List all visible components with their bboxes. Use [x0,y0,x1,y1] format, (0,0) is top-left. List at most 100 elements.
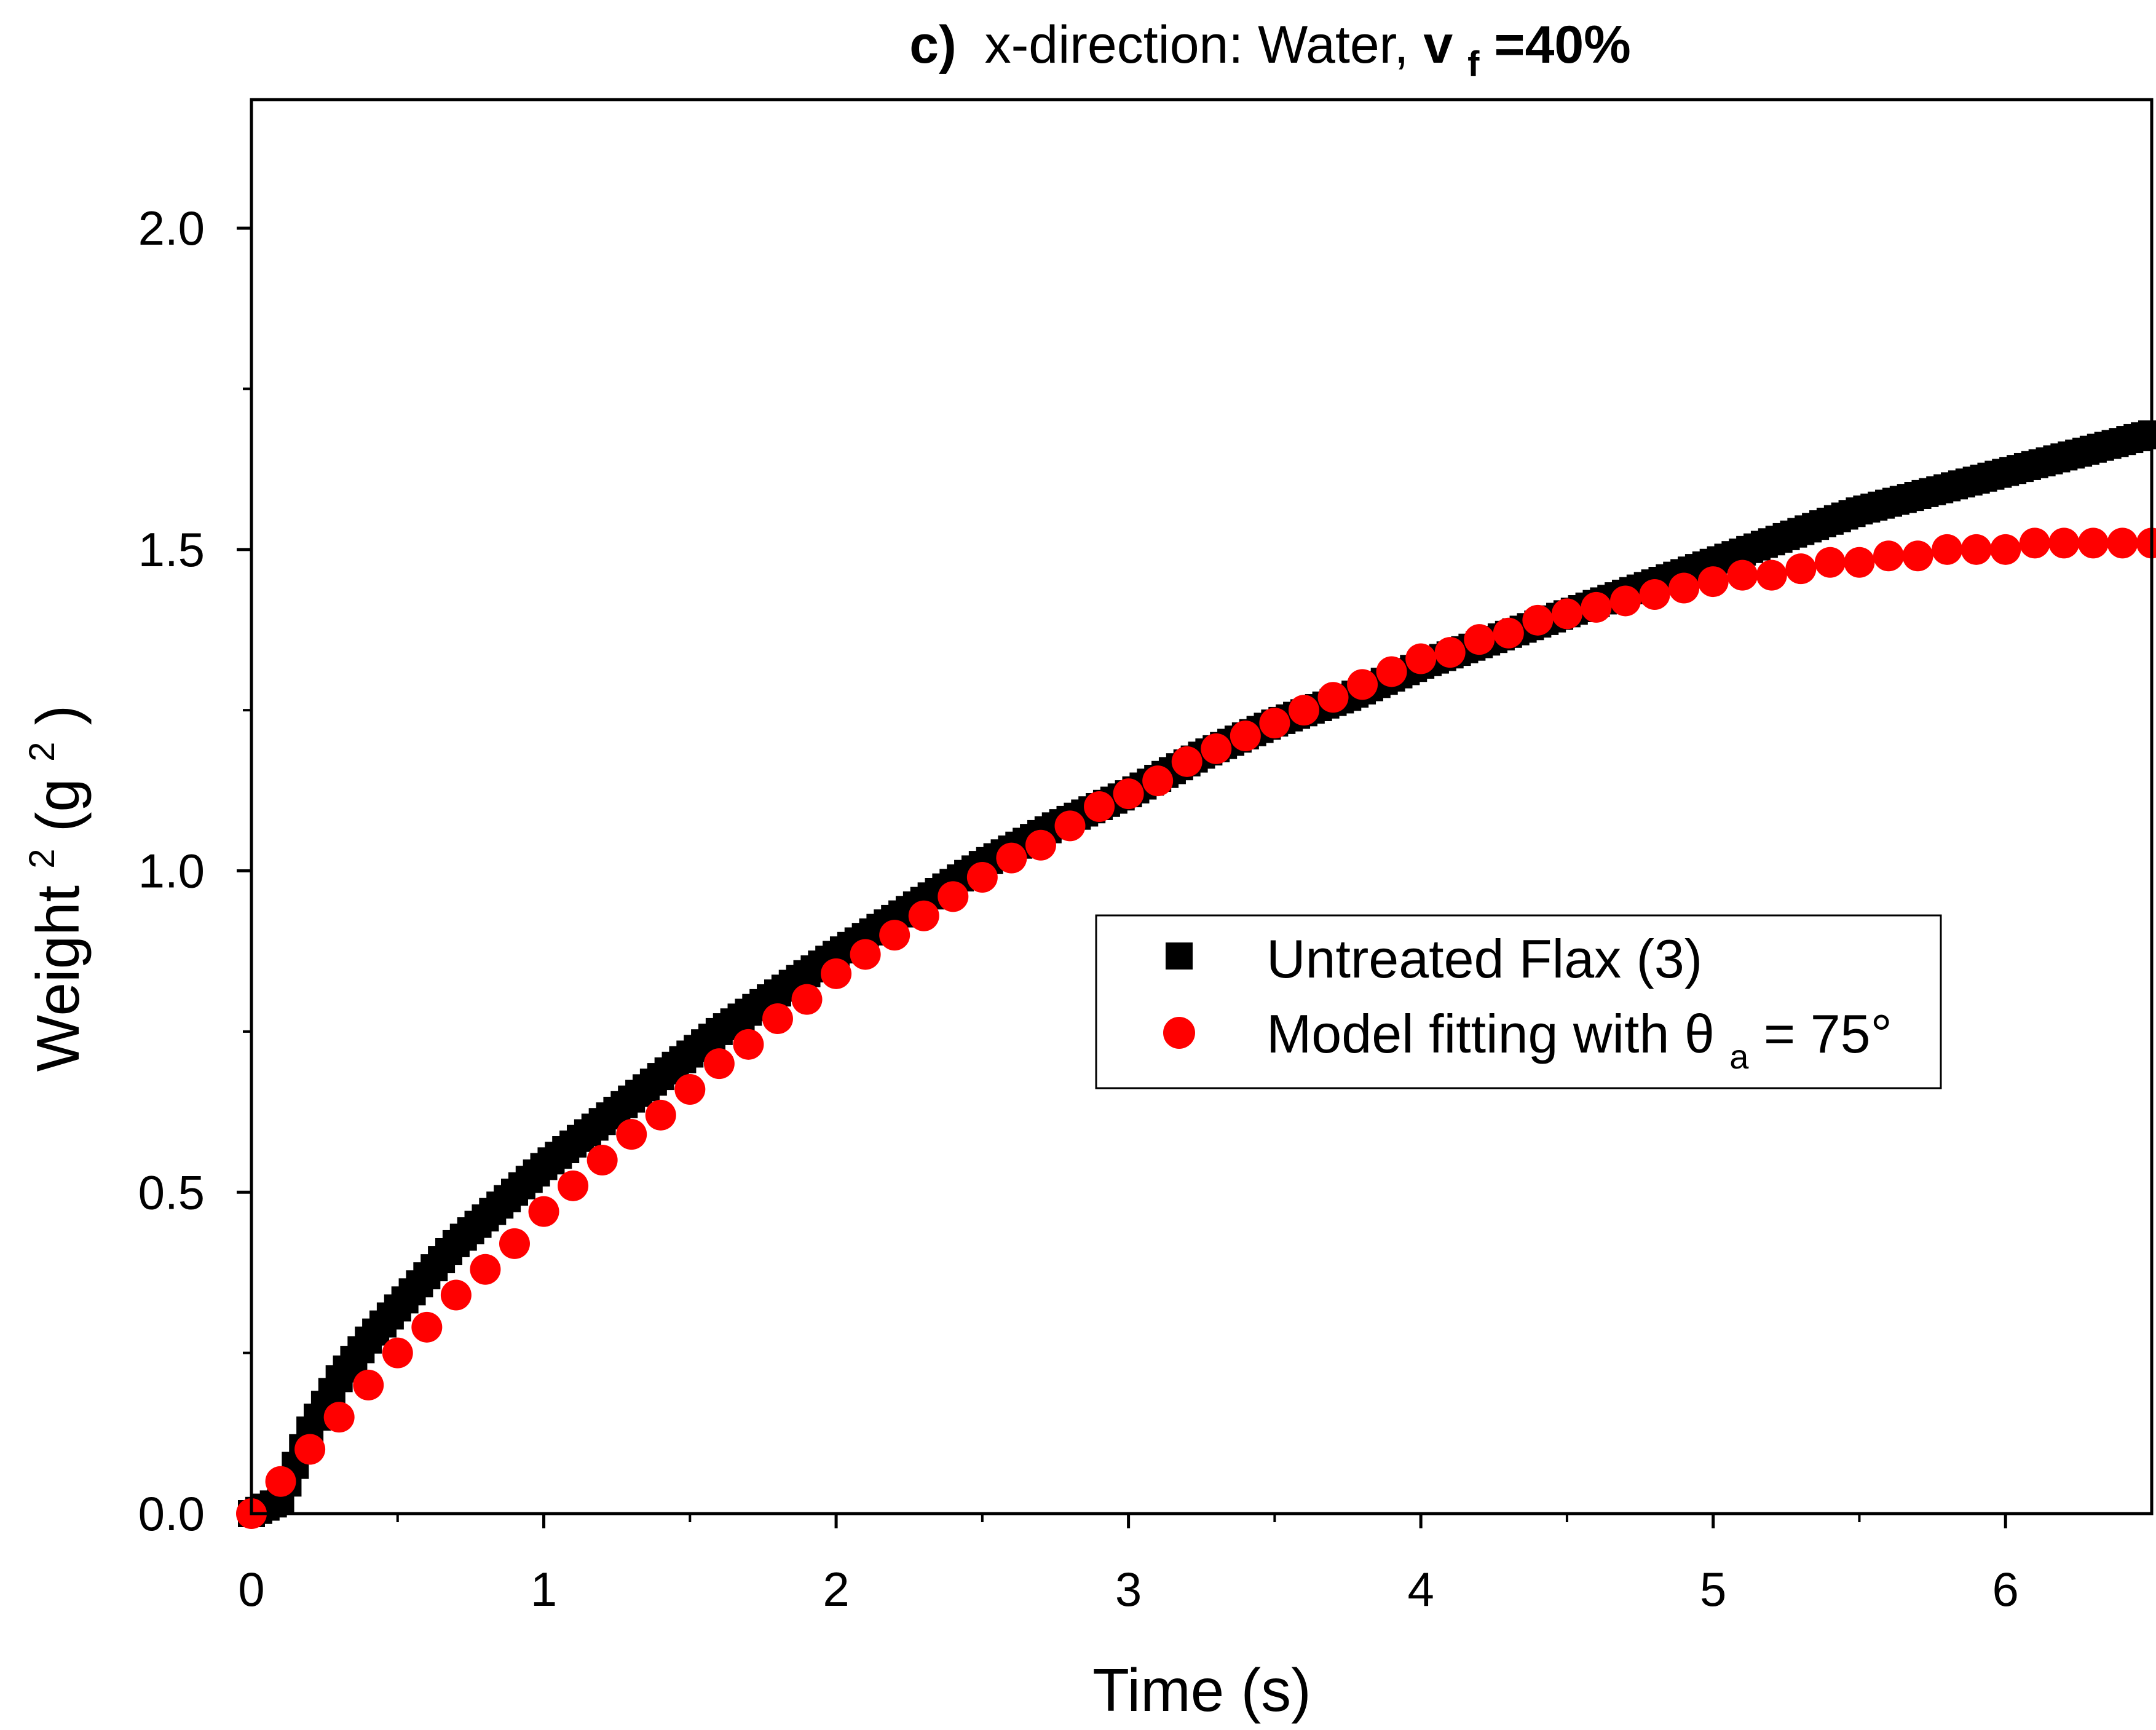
legend-label-model-tail: = 75° [1764,1003,1892,1064]
data-point-model-fitting [1347,669,1378,700]
y-axis-label-sup: 2 [22,849,62,869]
data-point-model-fitting [1902,540,1933,572]
x-tick-label: 1 [531,1562,557,1616]
chart-title: c) x-direction: Water, v f =40% [909,15,1630,88]
data-point-model-fitting [1201,733,1232,764]
x-tick-label: 5 [1700,1562,1726,1616]
data-point-model-fitting [1522,604,1554,636]
data-point-model-fitting [850,939,881,970]
data-point-model-fitting [1171,746,1202,777]
data-point-model-fitting [411,1311,443,1343]
y-tick-label: 0.0 [138,1487,205,1541]
chart-title-prefix: c) [909,15,956,74]
y-tick-label: 1.0 [138,844,205,898]
data-point-model-fitting [1990,534,2021,565]
data-point-model-fitting [762,1003,793,1034]
y-axis-label-unit-close: ) [24,705,92,725]
legend-label-model-theta: θ [1684,1003,1715,1064]
data-point-model-fitting [382,1337,413,1369]
data-point-model-fitting [908,900,939,931]
data-point-model-fitting [1405,643,1437,674]
data-point-model-fitting [1873,540,1905,572]
y-axis-label-main: Weight [24,885,92,1072]
data-point-model-fitting [791,984,823,1015]
x-tick-label: 2 [823,1562,849,1616]
x-axis-label: Time (s) [1092,1656,1311,1724]
y-axis-label-unit-sup: 2 [22,742,62,762]
data-point-model-fitting [1932,534,1963,565]
data-point-model-fitting [528,1196,559,1227]
data-point-model-fitting [1317,682,1349,713]
data-point-model-fitting [938,881,969,912]
data-point-model-fitting [1639,579,1670,610]
legend: Untreated Flax (3) Model fitting with θ … [1095,914,1942,1089]
data-point-model-fitting [1844,547,1875,578]
data-point-model-fitting [1376,656,1407,687]
y-tick-label: 0.5 [138,1165,205,1219]
data-point-model-fitting [1493,617,1524,649]
data-point-model-fitting [645,1099,676,1131]
x-tick-label: 3 [1115,1562,1142,1616]
y-tick-label: 1.5 [138,523,205,577]
data-point-model-fitting [703,1048,735,1080]
data-point-model-fitting [1084,791,1115,822]
data-point-model-fitting [1785,553,1817,585]
data-point-model-fitting [616,1119,647,1150]
chart-title-sub: f [1467,44,1480,84]
data-point-model-fitting [294,1434,326,1465]
data-point-model-fitting [1610,585,1641,617]
series-model-fitting [236,527,2156,1529]
data-point-model-fitting [1581,591,1612,623]
plot-frame [250,98,2154,1515]
legend-label-model-fitting: Model fitting with θ a = 75° [1266,1003,1892,1080]
data-point-model-fitting [1814,547,1846,578]
legend-label-model-sub: a [1729,1037,1749,1076]
legend-label-model-main: Model fitting with [1266,1003,1684,1064]
legend-label-untreated-flax: Untreated Flax (3) [1266,928,1702,989]
data-point-model-fitting [2077,527,2109,559]
data-point-model-fitting [1961,534,1992,565]
data-point-model-fitting [440,1279,472,1311]
data-point-model-fitting [1113,778,1144,810]
data-point-model-fitting [1464,624,1495,655]
data-point-model-fitting [1668,572,1700,604]
data-point-model-fitting [674,1074,706,1105]
data-point-model-fitting [1727,559,1758,591]
legend-box [1095,914,1942,1089]
y-axis-label: Weight 2 (g 2 ) [0,705,92,1072]
data-point-model-fitting [265,1466,296,1497]
data-point-model-fitting [1697,566,1729,598]
chart-title-var: v [1423,15,1453,74]
data-point-model-fitting [879,920,910,951]
data-point-model-fitting [2019,527,2050,559]
x-tick-label: 4 [1407,1562,1434,1616]
data-point-model-fitting [821,958,852,989]
data-point-model-fitting [996,842,1027,874]
chart-title-value: =40% [1494,15,1630,74]
y-axis-label-unit-open: (g [24,778,92,832]
data-point-model-fitting [1434,637,1466,668]
legend-marker-untreated-flax [1166,942,1193,970]
data-point-model-fitting [499,1228,530,1259]
ticks-layer: 0 1 2 3 4 5 6 0.0 0.5 1.0 1.5 2.0 [138,201,2019,1616]
y-tick-label: 2.0 [138,201,205,255]
data-point-model-fitting [1025,829,1056,861]
data-point-model-fitting [586,1145,618,1175]
legend-marker-model-fitting [1163,1017,1195,1049]
data-point-model-fitting [2107,527,2138,559]
data-point-model-fitting [470,1254,501,1285]
data-point-model-fitting [323,1402,355,1433]
data-point-model-fitting [1756,559,1787,591]
data-point-model-fitting [1054,810,1086,842]
data-point-model-fitting [1142,765,1174,797]
data-point-model-fitting [966,862,998,893]
data-point-model-fitting [2048,527,2080,559]
data-point-model-fitting [353,1369,384,1400]
data-point-model-fitting [1230,721,1261,751]
x-tick-label: 6 [1992,1562,2019,1616]
chart-title-main: x-direction: Water, [985,15,1424,74]
data-point-model-fitting [1259,708,1290,739]
data-point-model-fitting [733,1029,764,1060]
data-point-model-fitting [558,1170,589,1201]
